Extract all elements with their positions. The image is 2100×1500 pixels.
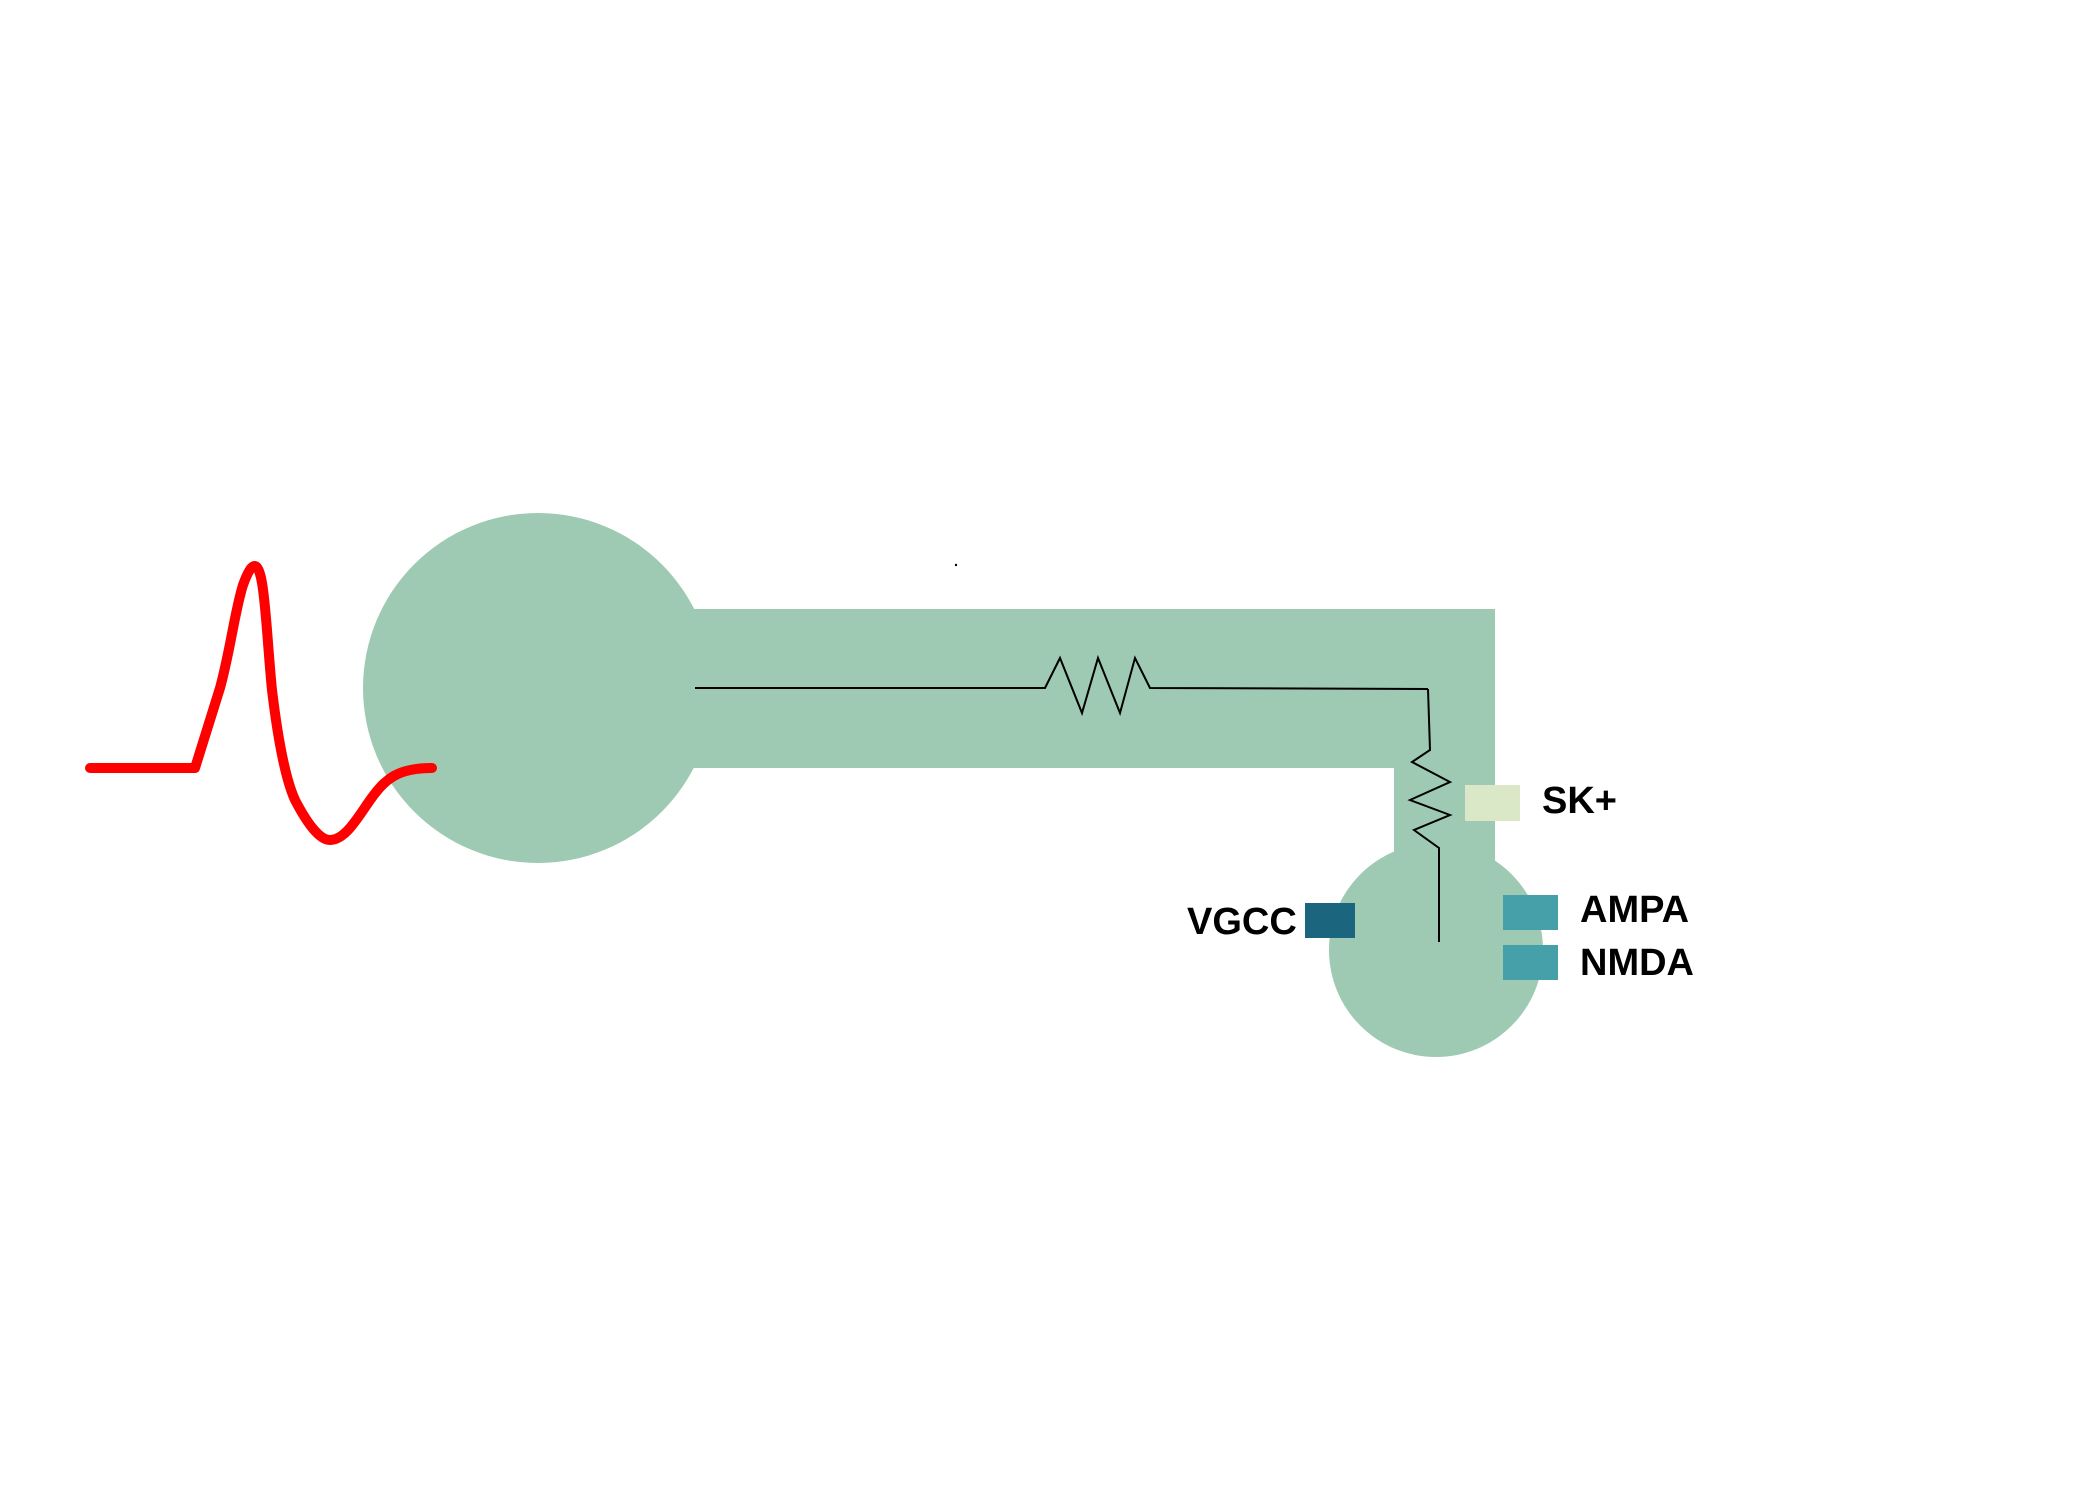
axial-resistor-wire (695, 654, 1429, 717)
soma (363, 513, 713, 863)
neuron-morphology (363, 513, 1543, 1057)
ampa-channel: AMPA (1503, 889, 1689, 931)
nmda-channel: NMDA (1503, 942, 1694, 984)
sk-channel-label: SK+ (1542, 780, 1617, 822)
nmda-channel-label: NMDA (1580, 942, 1694, 984)
stray-dot (954, 563, 958, 567)
action-potential-trace (85, 561, 437, 845)
ampa-channel-label: AMPA (1580, 889, 1689, 931)
vgcc-channel-marker (1305, 903, 1355, 938)
spine-head (1329, 843, 1543, 1057)
nmda-channel-marker (1503, 945, 1558, 980)
sk-channel-marker (1465, 785, 1520, 821)
ampa-channel-marker (1503, 895, 1558, 930)
vgcc-channel-label: VGCC (1187, 901, 1297, 943)
vgcc-channel: VGCC (1187, 901, 1355, 943)
sk-channel: SK+ (1465, 780, 1617, 822)
spine-neck-resistor-wire (1407, 688, 1453, 942)
